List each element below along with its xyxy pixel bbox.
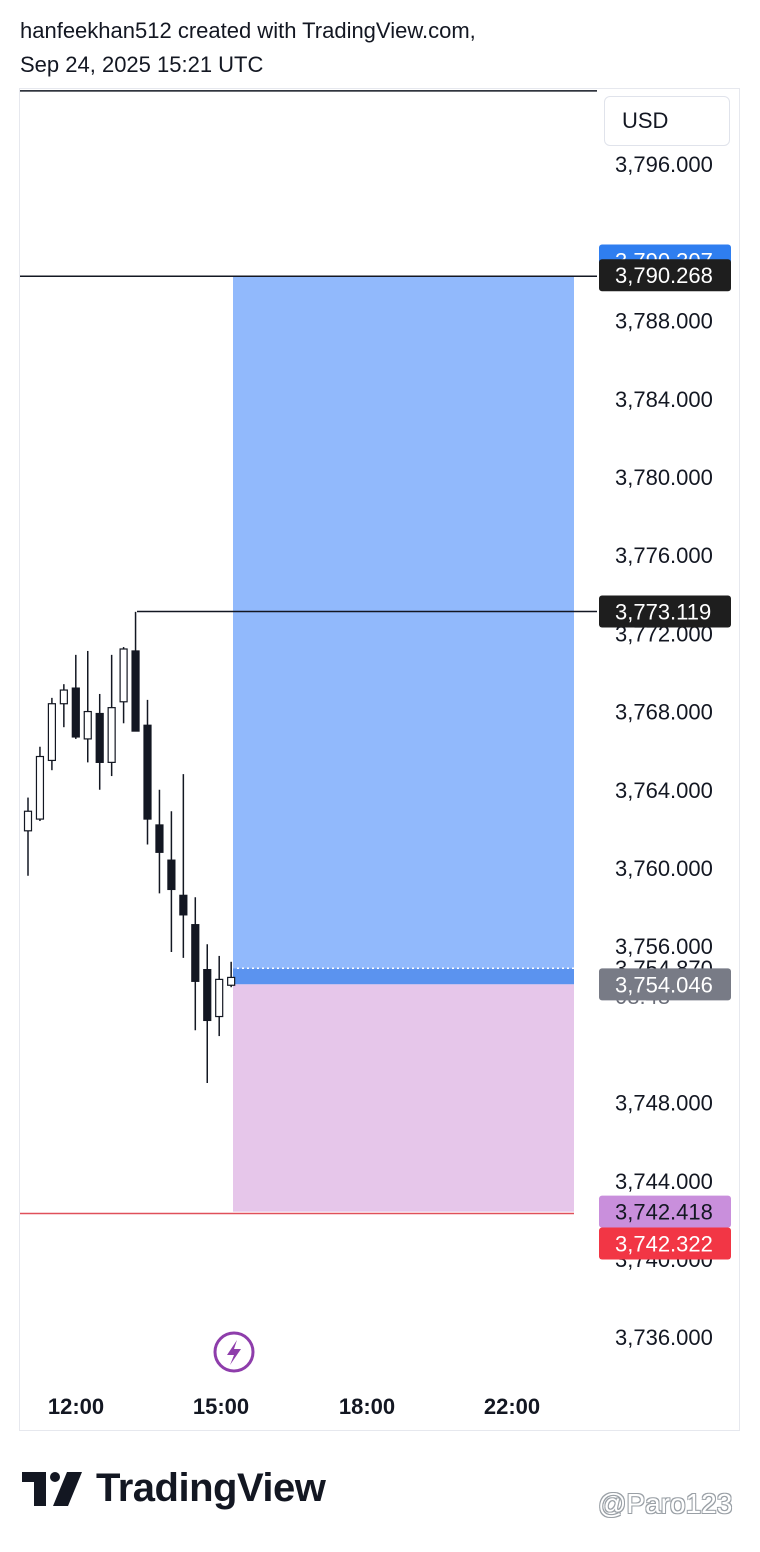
price-label-1: 3,790.268 [615, 263, 713, 288]
currency-button[interactable]: USD [604, 96, 730, 146]
y-tick-label-10: 3,748.000 [615, 1091, 713, 1116]
x-tick-label-0: 12:00 [48, 1394, 104, 1419]
chart-svg[interactable]: 3,796.000 3,788.000 3,784.000 3,780.000 3,77… [20, 89, 741, 1432]
candle-body-10 [143, 724, 152, 820]
x-tick-label-2: 18:00 [339, 1394, 395, 1419]
candle-body-5 [83, 710, 92, 740]
y-tick-label-13: 3,736.000 [615, 1325, 713, 1350]
candle-body-9 [131, 650, 140, 732]
tradingview-logo-icon [22, 1471, 82, 1506]
profit-zone [233, 276, 574, 969]
price-label-bg-2 [599, 595, 731, 628]
y-tick-label-2: 3,784.000 [615, 387, 713, 412]
y-tick-label-11: 3,744.000 [615, 1169, 713, 1194]
candle-body-7 [107, 707, 116, 763]
y-tick-label-9: 3,756.000 [615, 934, 713, 959]
y-tick-label-0: 3,796.000 [615, 152, 713, 177]
price-label-bg-1 [599, 259, 731, 292]
y-tick-label-6: 3,768.000 [615, 700, 713, 725]
y-tick-label-3: 3,780.000 [615, 465, 713, 490]
watermark-text: @Paro123 [598, 1488, 733, 1519]
price-label-5: 3,754.046 [615, 972, 713, 997]
candle-body-4 [71, 687, 80, 738]
x-tick-label-1: 15:00 [193, 1394, 249, 1419]
lightning-bolt-icon [213, 1331, 255, 1373]
candle-body-1 [35, 755, 45, 820]
loss-zone [233, 984, 574, 1212]
candle-body-12 [167, 859, 176, 891]
candle-body-17 [227, 976, 236, 986]
tradingview-logo[interactable]: TradingView [22, 1466, 326, 1511]
candle-body-6 [95, 712, 104, 763]
price-label-bg-6 [599, 1195, 731, 1228]
brand-wordmark: TradingView [96, 1466, 326, 1510]
lightning-bolt-glyph [227, 1340, 241, 1365]
price-label-7: 3,742.322 [615, 1232, 713, 1257]
candle-body-11 [155, 824, 164, 853]
candle-body-8 [119, 648, 128, 703]
timestamp-line: Sep 24, 2025 15:21 UTC [20, 52, 264, 77]
x-tick-label-3: 22:00 [484, 1394, 540, 1419]
candle-body-15 [203, 969, 212, 1022]
price-label-bg-7 [599, 1227, 731, 1260]
y-tick-label-4: 3,776.000 [615, 543, 713, 568]
candle-body-16 [215, 978, 224, 1018]
candle-body-14 [191, 924, 200, 982]
y-tick-label-7: 3,764.000 [615, 778, 713, 803]
candle-body-13 [179, 894, 188, 916]
entry-band [233, 968, 574, 985]
candle-body-3 [59, 689, 68, 705]
candle-body-0 [23, 810, 33, 832]
chart-area[interactable]: 3,796.000 3,788.000 3,784.000 3,780.000 3,77… [19, 88, 740, 1431]
y-tick-label-1: 3,788.000 [615, 309, 713, 334]
chart-header: hanfeekhan512 created with TradingView.c… [20, 14, 476, 82]
author-line: hanfeekhan512 created with TradingView.c… [20, 18, 476, 43]
price-label-bg-5 [599, 968, 731, 1001]
price-label-2: 3,773.119 [615, 599, 711, 624]
candle-body-2 [47, 703, 56, 762]
y-tick-label-8: 3,760.000 [615, 856, 713, 881]
price-label-6: 3,742.418 [615, 1200, 713, 1225]
